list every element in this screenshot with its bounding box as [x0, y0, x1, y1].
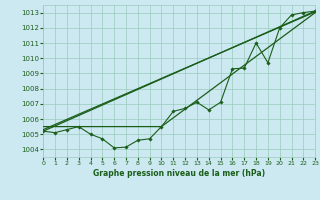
X-axis label: Graphe pression niveau de la mer (hPa): Graphe pression niveau de la mer (hPa) [93, 169, 265, 178]
